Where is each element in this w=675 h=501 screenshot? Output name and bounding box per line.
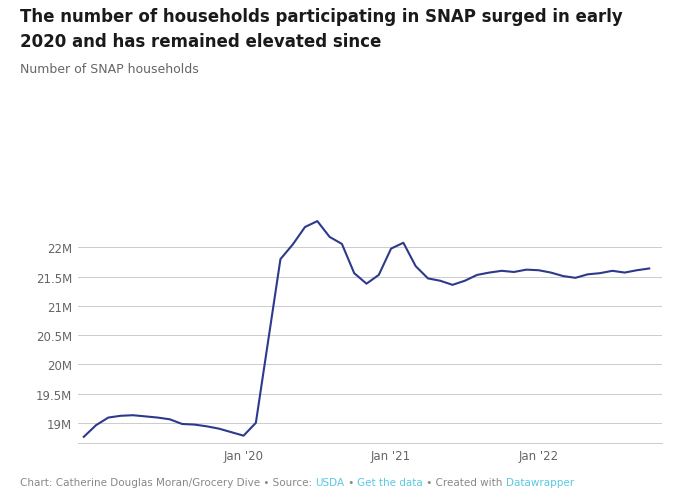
Text: The number of households participating in SNAP surged in early: The number of households participating i…	[20, 8, 623, 26]
Text: 2020 and has remained elevated since: 2020 and has remained elevated since	[20, 33, 381, 51]
Text: Chart: Catherine Douglas Moran/Grocery Dive • Source:: Chart: Catherine Douglas Moran/Grocery D…	[20, 477, 316, 487]
Text: Number of SNAP households: Number of SNAP households	[20, 63, 199, 76]
Text: Get the data: Get the data	[357, 477, 423, 487]
Text: USDA: USDA	[316, 477, 345, 487]
Text: Datawrapper: Datawrapper	[506, 477, 574, 487]
Text: •: •	[345, 477, 357, 487]
Text: • Created with: • Created with	[423, 477, 506, 487]
